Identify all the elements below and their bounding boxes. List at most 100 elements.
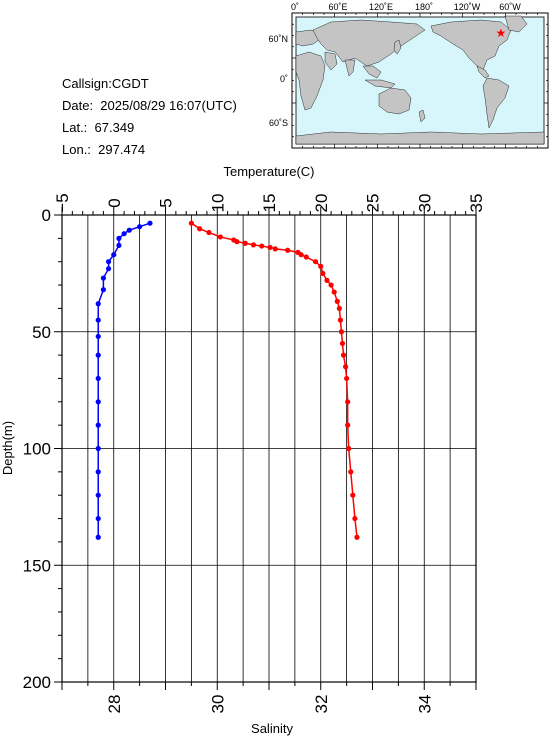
temperature-point [242,240,248,246]
salinity-point [95,445,101,452]
salinity-tick-label: 28 [105,695,124,714]
temperature-tick-labels: −5 0 5 10 15 20 25 30 35 [53,193,486,212]
salinity-point [95,469,101,475]
salinity-point [100,275,106,281]
map-lon-labels: 0˚ 60˚E 120˚E 180˚ 120˚W 60˚W [291,2,521,12]
chart-grid [61,214,477,683]
station-marker: ★ [496,26,507,40]
temperature-point [217,234,223,240]
salinity-point [95,399,101,405]
map-ticks [291,12,549,149]
salinity-axis-title: Salinity [251,721,293,736]
map-lat-label: 60˚N [268,34,288,44]
salinity-point [111,252,117,258]
axis-ticks [54,207,477,690]
temperature-point [324,277,330,283]
station-star: ★ [496,26,507,40]
callsign-label: Callsign:CGDT [62,76,149,91]
salinity-point [116,235,122,241]
land-south-america [482,77,510,129]
map-lon-label: 60˚E [328,2,347,12]
salinity-point [95,317,101,323]
temperature-point [197,226,203,232]
salinity-tick-label: 34 [415,695,434,714]
temperature-point [334,298,340,304]
temperature-tick-label: −5 [53,193,72,212]
salinity-point [147,220,153,226]
land-japan [393,39,402,55]
temperature-point [272,246,278,252]
map-lon-label: 120˚E [369,2,393,12]
land-central-america [476,65,490,79]
map-lat-label: 60˚S [269,118,288,128]
temperature-point [345,399,351,405]
salinity-point [95,352,101,358]
temperature-point [350,492,356,498]
salinity-tick-label: 30 [208,695,227,714]
temperature-point [231,237,237,243]
depth-tick-label: 50 [32,323,51,342]
temperature-tick-label: 35 [467,194,486,213]
temperature-point [298,252,304,258]
land-north-america [430,19,512,71]
salinity-point [105,266,112,272]
temperature-point [337,317,344,323]
land-se-asia [362,65,382,79]
temperature-axis-title: Temperature(C) [223,164,314,179]
land-antarctica [295,131,545,145]
map-lat-label: 0˚ [280,74,288,84]
land-arabia [324,51,338,71]
land-new-zealand [418,109,426,123]
land-indonesia [364,79,396,89]
salinity-profile-line [97,222,151,538]
temperature-point [338,329,345,335]
temperature-point [318,263,324,269]
depth-tick-label: 0 [42,206,51,225]
temperature-point [295,249,301,255]
temperature-profile-line [190,222,358,538]
salinity-point [95,333,101,340]
station-info: Callsign:CGDT Date: 2025/08/29 16:07(UTC… [62,73,237,161]
temperature-point [206,229,212,236]
salinity-point [95,515,101,522]
temperature-point [331,289,337,295]
temperature-tick-label: 15 [260,194,279,213]
temperature-tick-label: 25 [364,194,383,213]
world-map: 0˚ 60˚E 120˚E 180˚ 120˚W 60˚W 60˚N 0˚ 60˚S ★ [268,2,549,149]
temperature-point [312,259,319,265]
temperature-point [354,534,360,540]
salinity-tick-label: 32 [312,695,331,714]
temperature-point [348,469,354,475]
map-land [295,15,545,145]
depth-tick-label: 200 [23,673,51,692]
map-lon-label: 0˚ [291,2,299,12]
salinity-point [95,492,101,498]
temperature-tick-label: 20 [312,194,331,213]
map-lon-label: 180˚ [415,2,433,12]
salinity-point [100,287,106,293]
map-lat-labels: 60˚N 0˚ 60˚S [268,34,288,128]
salinity-point [137,224,143,230]
series-layer [95,220,360,540]
temperature-point [234,239,240,245]
temperature-point [285,247,291,253]
temperature-point [344,375,350,382]
map-lon-label: 60˚W [499,2,521,12]
temperature-point [267,244,273,251]
salinity-point [126,227,132,233]
date-label: Date: 2025/08/29 16:07(UTC) [62,98,237,113]
temperature-point [345,422,351,428]
salinity-tick-labels: 28 30 32 34 [105,695,435,714]
salinity-point [95,422,101,428]
salinity-point [121,231,127,237]
depth-tick-labels: 0 50 100 150 200 [23,206,51,692]
salinity-point [105,259,112,265]
temperature-tick-label: 10 [208,194,227,213]
map-lon-label: 120˚W [454,2,481,12]
temperature-tick-label: 5 [157,198,176,207]
temperature-point [342,364,349,370]
salinity-point [95,375,101,382]
lat-label: Lat.: 67.349 [62,120,135,135]
temperature-point [303,254,309,260]
depth-tick-label: 150 [23,556,51,575]
